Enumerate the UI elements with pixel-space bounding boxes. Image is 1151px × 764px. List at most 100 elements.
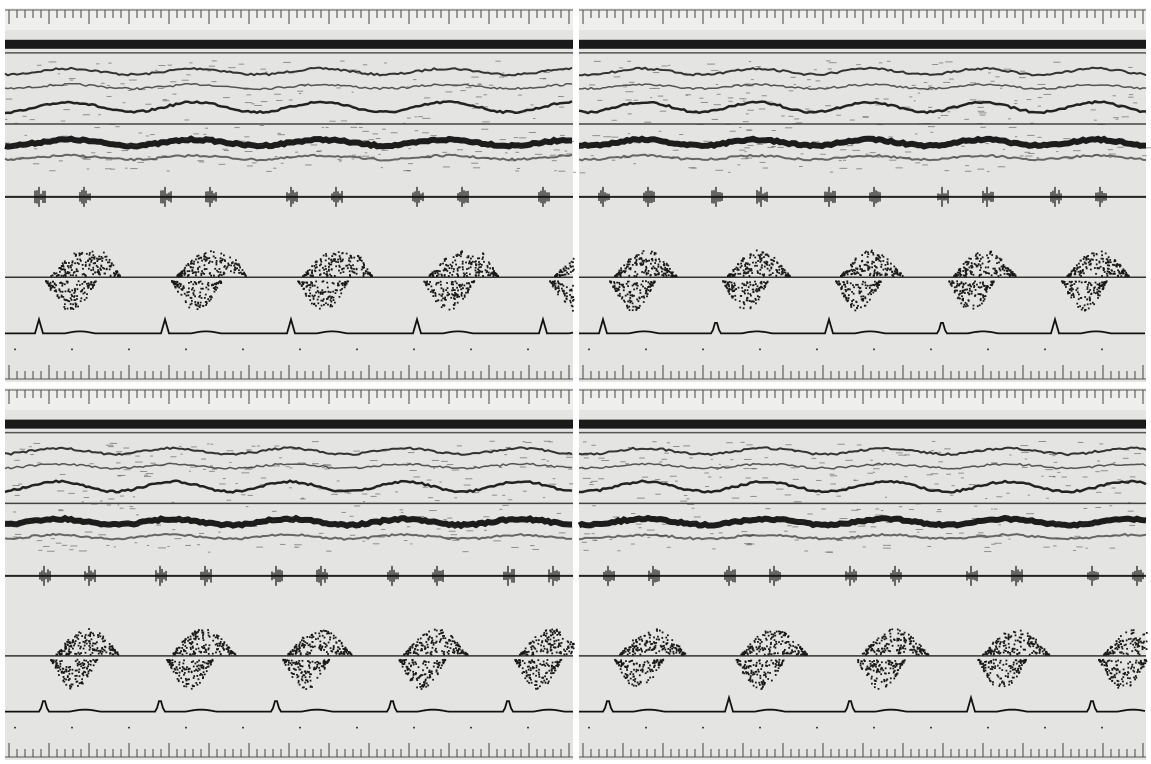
- doppler-dot: [629, 309, 631, 311]
- doppler-dot: [117, 652, 119, 654]
- doppler-dot: [343, 271, 345, 273]
- speckle: [970, 82, 976, 83]
- speckle: [1015, 136, 1017, 137]
- doppler-dot: [629, 301, 631, 303]
- doppler-dot: [82, 662, 84, 664]
- doppler-dot: [344, 283, 346, 285]
- doppler-dot: [76, 681, 78, 683]
- speckle: [225, 521, 231, 522]
- doppler-dot: [757, 285, 759, 287]
- doppler-dot: [79, 675, 81, 677]
- doppler-dot: [86, 283, 88, 285]
- doppler-dot: [459, 266, 461, 268]
- doppler-dot: [982, 263, 984, 265]
- doppler-dot: [329, 295, 331, 297]
- doppler-dot: [1102, 261, 1104, 263]
- doppler-dot: [183, 674, 185, 676]
- doppler-dot: [78, 263, 80, 265]
- doppler-dot: [1122, 268, 1124, 270]
- doppler-dot: [565, 270, 567, 272]
- doppler-dot: [638, 254, 640, 256]
- doppler-dot: [309, 289, 311, 291]
- doppler-dot: [200, 651, 202, 653]
- speckle: [1068, 158, 1074, 159]
- speckle: [741, 158, 748, 159]
- doppler-dot: [315, 267, 317, 269]
- doppler-dot: [636, 264, 638, 266]
- speckle: [322, 467, 325, 468]
- doppler-dot: [975, 289, 977, 291]
- speckle: [91, 152, 95, 153]
- doppler-dot: [1069, 281, 1071, 283]
- doppler-dot: [68, 673, 70, 675]
- speckle: [295, 152, 298, 153]
- speckle: [932, 64, 938, 65]
- doppler-dot: [206, 670, 208, 672]
- doppler-dot: [757, 272, 759, 274]
- doppler-dot: [1004, 273, 1006, 275]
- speckle: [170, 456, 176, 457]
- doppler-dot: [1090, 303, 1092, 305]
- doppler-dot: [638, 300, 640, 302]
- time-dot: [702, 348, 704, 350]
- speckle: [462, 526, 468, 527]
- doppler-dot: [90, 664, 92, 666]
- doppler-dot: [965, 271, 967, 273]
- speckle: [199, 533, 204, 534]
- speckle: [433, 468, 435, 469]
- doppler-dot: [183, 685, 185, 687]
- doppler-dot: [339, 255, 341, 257]
- doppler-dot: [760, 281, 762, 283]
- doppler-dot: [96, 650, 98, 652]
- doppler-dot: [75, 634, 77, 636]
- doppler-dot: [953, 282, 955, 284]
- doppler-dot: [640, 262, 642, 264]
- doppler-dot: [100, 256, 102, 258]
- speckle: [483, 516, 489, 517]
- speckle: [449, 531, 456, 532]
- speckle: [530, 104, 533, 105]
- doppler-dot: [442, 304, 444, 306]
- speckle: [504, 454, 507, 455]
- doppler-dot: [957, 272, 959, 274]
- speckle: [91, 504, 97, 505]
- speckle: [1129, 94, 1133, 95]
- doppler-dot: [1080, 275, 1082, 277]
- speckle: [850, 120, 855, 121]
- doppler-dot: [309, 269, 311, 271]
- doppler-dot: [1117, 275, 1119, 277]
- speckle: [391, 132, 398, 133]
- speckle: [404, 540, 408, 541]
- doppler-dot: [987, 257, 989, 259]
- speckle: [58, 509, 63, 510]
- speckle: [417, 464, 421, 465]
- speckle: [592, 135, 600, 136]
- doppler-dot: [331, 261, 333, 263]
- speckle: [729, 101, 733, 102]
- doppler-dot: [58, 267, 60, 269]
- doppler-dot: [311, 265, 313, 267]
- speckle: [305, 164, 311, 165]
- speckle: [542, 459, 546, 460]
- doppler-dot: [623, 289, 625, 291]
- speckle: [658, 96, 664, 97]
- doppler-dot: [428, 283, 430, 285]
- doppler-dot: [99, 651, 101, 653]
- speckle: [6, 99, 13, 100]
- doppler-dot: [87, 259, 89, 261]
- doppler-dot: [1070, 273, 1072, 275]
- doppler-dot: [651, 258, 653, 260]
- speckle: [877, 157, 880, 158]
- doppler-dot: [618, 282, 620, 284]
- doppler-dot: [561, 288, 563, 290]
- speckle: [452, 540, 459, 541]
- doppler-dot: [991, 274, 993, 276]
- doppler-dot: [1087, 288, 1089, 290]
- doppler-dot: [435, 284, 437, 286]
- doppler-dot: [71, 289, 73, 291]
- doppler-dot: [202, 635, 204, 637]
- speckle: [19, 157, 24, 158]
- doppler-dot: [475, 267, 477, 269]
- doppler-dot: [329, 264, 331, 266]
- doppler-dot: [80, 652, 82, 654]
